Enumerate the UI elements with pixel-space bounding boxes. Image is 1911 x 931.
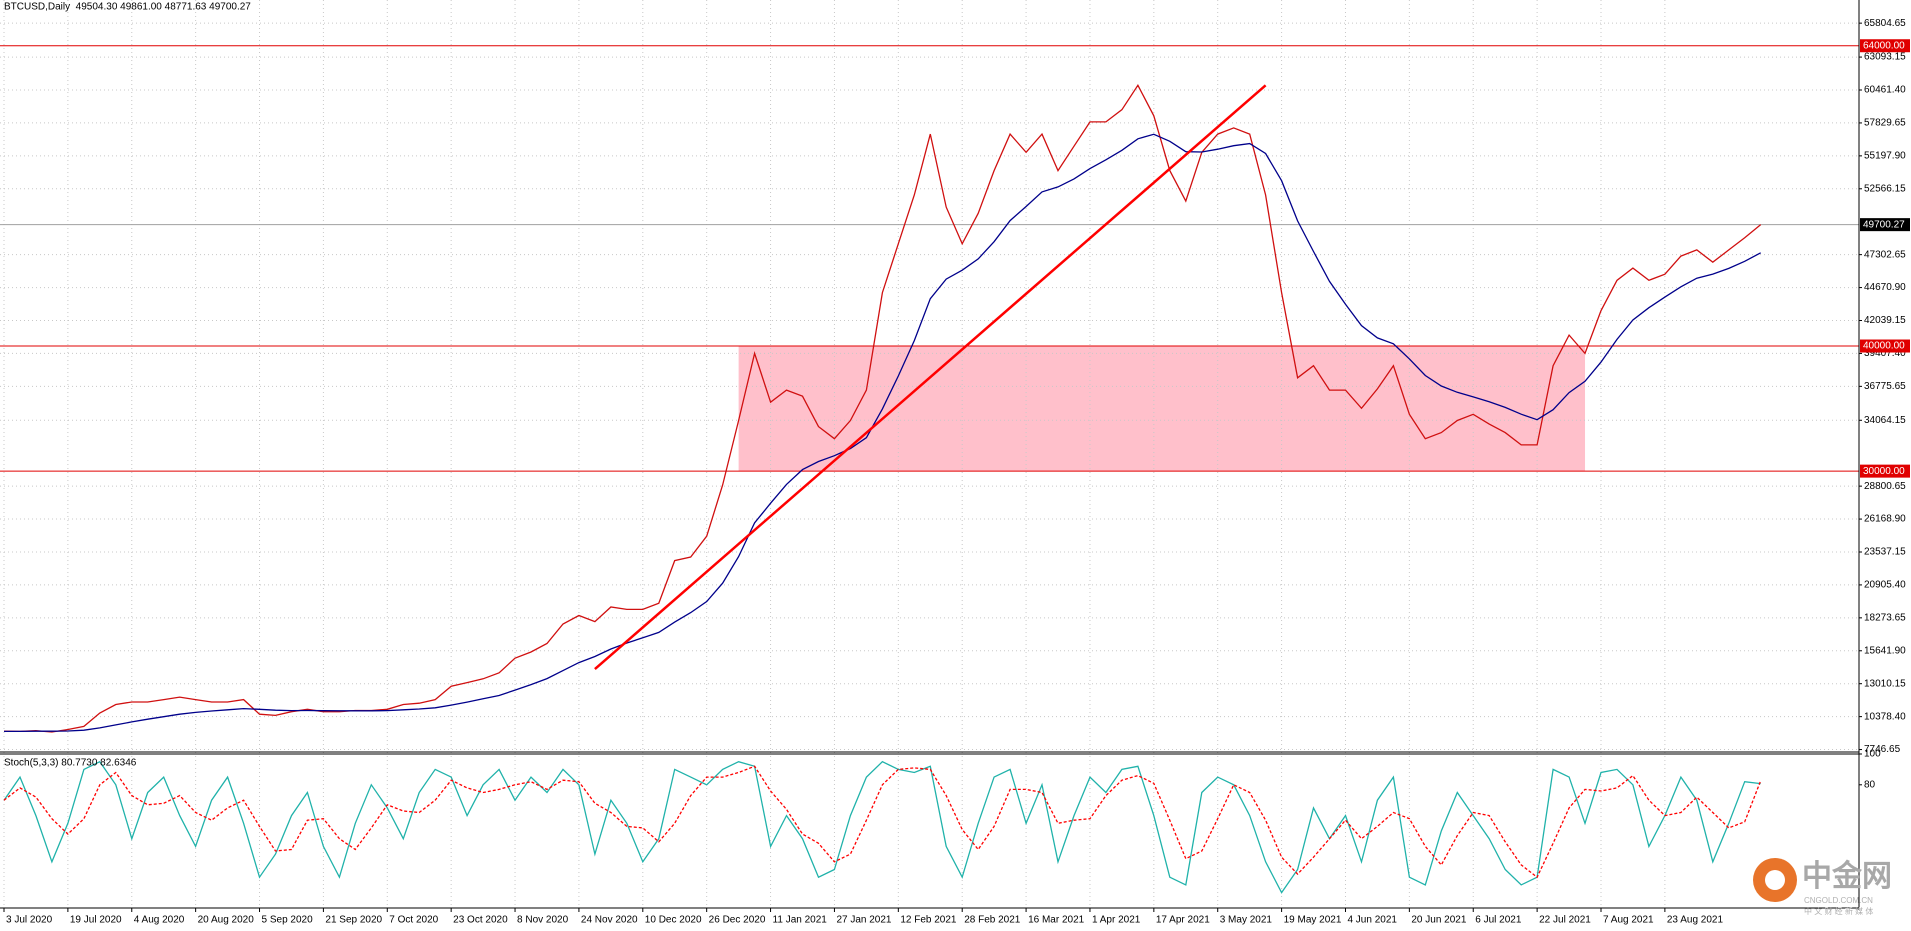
- zone: [738, 346, 1586, 472]
- x-tick-label: 8 Nov 2020: [517, 915, 569, 926]
- x-tick-label: 26 Dec 2020: [709, 915, 766, 926]
- x-tick-label: 20 Aug 2020: [198, 915, 255, 926]
- y-tick-label: 34064.15: [1864, 415, 1906, 426]
- y-tick-label: 65804.65: [1864, 18, 1906, 29]
- x-tick-label: 10 Dec 2020: [645, 915, 702, 926]
- watermark: 中金网 CNGOLD.COM.CN 中 文 财 经 新 媒 体: [1753, 858, 1892, 916]
- y-tick-label: 42039.15: [1864, 315, 1906, 326]
- x-tick-label: 24 Nov 2020: [581, 915, 638, 926]
- y-tick-label: 13010.15: [1864, 678, 1906, 689]
- x-tick-label: 28 Feb 2021: [964, 915, 1021, 926]
- y-tick-label: 60461.40: [1864, 85, 1906, 96]
- logo-name: 中金网: [1802, 859, 1892, 893]
- x-tick-label: 23 Aug 2021: [1667, 915, 1724, 926]
- series-line: [3, 760, 1761, 894]
- price-level-label: 30000.00: [1863, 466, 1905, 477]
- x-tick-label: 3 Jul 2020: [6, 915, 53, 926]
- y-tick-label: 55197.90: [1864, 150, 1906, 161]
- y-tick-label: 47302.65: [1864, 249, 1906, 260]
- y-tick-label: 57829.65: [1864, 118, 1906, 129]
- y-tick-label: 28800.65: [1864, 481, 1906, 492]
- y-tick-label: 80: [1864, 779, 1876, 790]
- logo-icon: [1765, 870, 1785, 890]
- indicator-title: Stoch(5,3,3) 80.7730 82.6346: [4, 758, 137, 769]
- y-tick-label: 39407.40: [1864, 348, 1906, 359]
- price-level-box: [1860, 464, 1910, 478]
- y-tick-label: 10378.40: [1864, 711, 1906, 722]
- y-tick-label: 52566.15: [1864, 183, 1906, 194]
- y-tick-label: 63093.15: [1864, 52, 1906, 63]
- x-tick-label: 7 Aug 2021: [1603, 915, 1654, 926]
- x-tick-label: 17 Apr 2021: [1156, 915, 1210, 926]
- x-tick-label: 3 May 2021: [1220, 915, 1273, 926]
- logo-site: CNGOLD.COM.CN: [1804, 896, 1873, 905]
- price-level-box: [1860, 39, 1910, 53]
- y-tick-label: 15641.90: [1864, 645, 1906, 656]
- chart-title: BTCUSD,Daily 49504.30 49861.00 48771.63 …: [4, 2, 251, 13]
- y-tick-label: 23537.15: [1864, 547, 1906, 558]
- y-tick-label: 100: [1864, 749, 1881, 760]
- price-level-label: 64000.00: [1863, 40, 1905, 51]
- x-tick-label: 16 Mar 2021: [1028, 915, 1085, 926]
- series-line: [3, 765, 1762, 879]
- y-tick-label: 20905.40: [1864, 580, 1906, 591]
- y-tick-label: 44670.90: [1864, 282, 1906, 293]
- logo-slogan: 中 文 财 经 新 媒 体: [1804, 906, 1873, 916]
- price-level-label: 40000.00: [1863, 341, 1905, 352]
- x-tick-label: 22 Jul 2021: [1539, 915, 1591, 926]
- current-price-label: 49700.27: [1863, 219, 1905, 230]
- x-tick-label: 6 Jul 2021: [1475, 915, 1522, 926]
- price-level-box: [1860, 339, 1910, 353]
- x-tick-label: 27 Jan 2021: [836, 915, 891, 926]
- x-tick-label: 19 May 2021: [1284, 915, 1342, 926]
- x-tick-label: 23 Oct 2020: [453, 915, 508, 926]
- x-tick-label: 20 Jun 2021: [1411, 915, 1466, 926]
- x-tick-label: 19 Jul 2020: [70, 915, 122, 926]
- y-tick-label: 36775.65: [1864, 381, 1906, 392]
- y-tick-label: 18273.65: [1864, 612, 1906, 623]
- x-tick-label: 7 Oct 2020: [389, 915, 438, 926]
- y-tick-label: 26168.90: [1864, 514, 1906, 525]
- series-line: [4, 133, 1762, 733]
- trendline: [594, 84, 1267, 671]
- x-tick-label: 1 Apr 2021: [1092, 915, 1141, 926]
- current-price-box: [1860, 218, 1910, 232]
- x-tick-label: 4 Aug 2020: [134, 915, 185, 926]
- y-tick-label: 7746.65: [1864, 744, 1901, 755]
- x-tick-label: 21 Sep 2020: [325, 915, 382, 926]
- x-tick-label: 12 Feb 2021: [900, 915, 957, 926]
- x-tick-label: 11 Jan 2021: [773, 915, 828, 926]
- x-tick-label: 5 Sep 2020: [262, 915, 314, 926]
- x-tick-label: 4 Jun 2021: [1347, 915, 1397, 926]
